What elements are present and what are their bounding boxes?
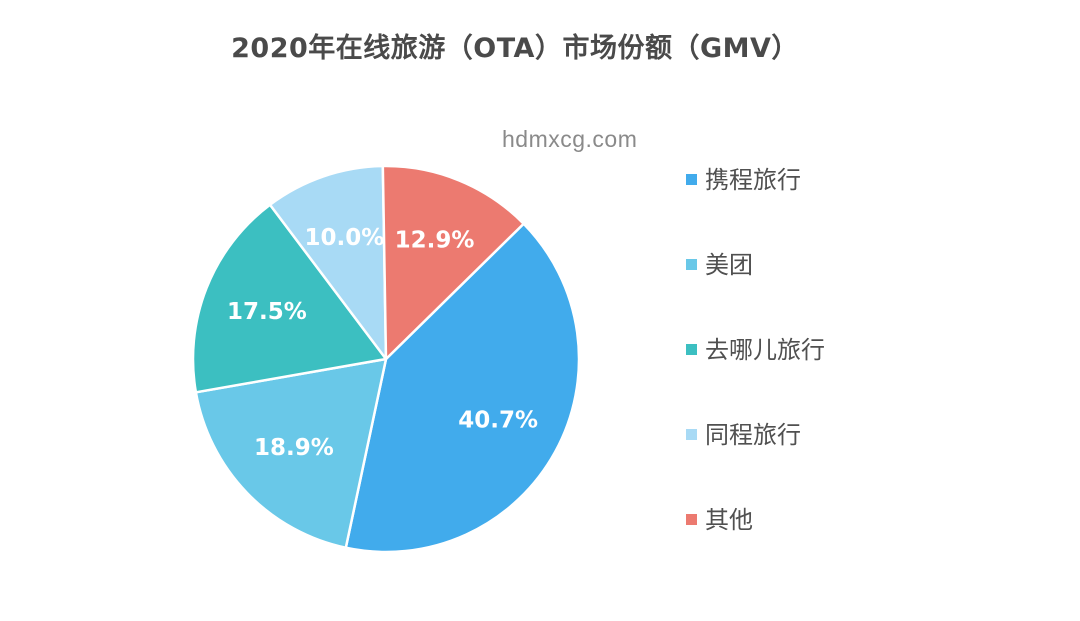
legend-label: 去哪儿旅行 (705, 336, 825, 364)
legend-item: 其他 (686, 500, 825, 585)
legend-item: 同程旅行 (686, 415, 825, 500)
legend-label: 美团 (705, 251, 753, 279)
legend-item: 携程旅行 (686, 160, 825, 245)
slice-value-label: 18.9% (254, 435, 334, 461)
pie-slice-4 (268, 164, 388, 361)
pie-slice-2 (194, 357, 388, 550)
legend-swatch (686, 344, 697, 355)
legend: 携程旅行美团去哪儿旅行同程旅行其他 (686, 160, 825, 585)
legend-label: 携程旅行 (705, 166, 801, 194)
legend-item: 去哪儿旅行 (686, 330, 825, 415)
legend-item: 美团 (686, 245, 825, 330)
pie-slice-3 (191, 203, 388, 394)
legend-label: 其他 (705, 506, 753, 534)
slice-value-label: 17.5% (227, 299, 307, 325)
pie-slice-5 (381, 164, 525, 361)
watermark: hdmxcg.com (502, 126, 638, 152)
chart-title: 2020年在线旅游（OTA）市场份额（GMV） (231, 33, 799, 64)
pie-slice-1 (344, 222, 581, 554)
legend-swatch (686, 429, 697, 440)
legend-swatch (686, 174, 697, 185)
slice-value-label: 10.0% (305, 225, 385, 251)
legend-swatch (686, 259, 697, 270)
slice-value-label: 40.7% (458, 408, 538, 434)
legend-label: 同程旅行 (705, 421, 801, 449)
slice-value-label: 12.9% (395, 228, 475, 254)
legend-swatch (686, 514, 697, 525)
